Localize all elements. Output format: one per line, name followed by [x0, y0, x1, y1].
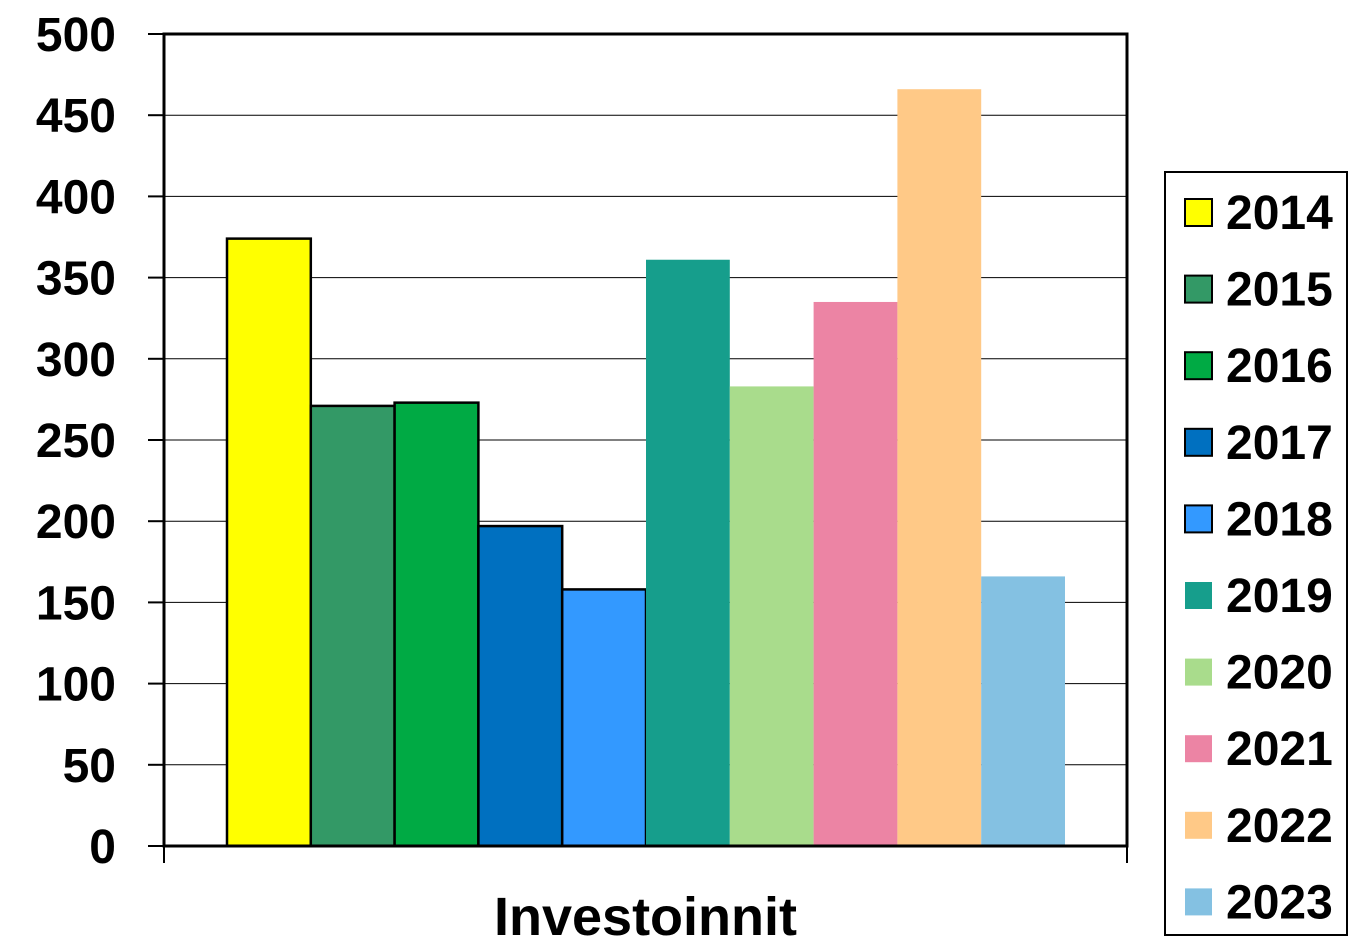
y-tick-label: 250: [36, 415, 116, 468]
bar-2017: [477, 524, 564, 848]
y-tick-label: 0: [89, 821, 116, 874]
y-tick-label: 450: [36, 90, 116, 143]
legend-swatch: [1185, 888, 1212, 916]
legend-swatch: [1184, 351, 1213, 381]
legend-label: 2014: [1226, 187, 1333, 240]
bar-2016: [393, 401, 480, 848]
legend-item-2021: 2021: [1185, 723, 1333, 776]
bar-2019: [646, 259, 730, 847]
y-tick-label: 200: [36, 496, 116, 549]
y-tick-label: 350: [36, 253, 116, 306]
legend: 2014 2015 2016 2017 2018 2019 2020 2021 2022 2023: [1164, 171, 1348, 936]
x-category-label: Investoinnit: [494, 887, 797, 940]
plot-area-frame: [162, 32, 1129, 848]
legend-swatch: [1185, 658, 1212, 686]
y-tick-label: 400: [36, 171, 116, 224]
bars: [225, 89, 1065, 848]
legend-item-2020: 2020: [1185, 647, 1333, 700]
legend-item-2014: 2014: [1184, 187, 1333, 240]
legend-item-2023: 2023: [1185, 876, 1333, 929]
y-tick-label: 150: [36, 577, 116, 630]
legend-item-2015: 2015: [1184, 264, 1333, 317]
legend-label: 2015: [1226, 264, 1333, 317]
legend-item-2017: 2017: [1184, 417, 1333, 470]
legend-label: 2019: [1226, 570, 1333, 623]
bar-2022: [897, 89, 982, 846]
y-tick-label: 50: [63, 740, 116, 793]
legend-swatch: [1184, 504, 1213, 534]
legend-item-2018: 2018: [1184, 493, 1333, 546]
bar-2023: [981, 576, 1065, 846]
legend-item-2019: 2019: [1185, 570, 1333, 623]
x-axis: Investoinnit: [163, 846, 1128, 940]
legend-swatch: [1185, 582, 1212, 609]
legend-label: 2018: [1226, 493, 1333, 546]
bar-2018: [560, 588, 648, 848]
y-axis: 0 50 100 150 200 250 300 350 400 450 500: [36, 9, 164, 874]
legend-swatch: [1184, 198, 1213, 227]
y-tick-label: 500: [36, 9, 116, 62]
legend-item-2016: 2016: [1184, 340, 1333, 393]
legend-label: 2016: [1226, 340, 1333, 393]
legend-label: 2021: [1226, 723, 1333, 776]
bar-2020: [729, 386, 814, 846]
legend-label: 2017: [1226, 417, 1333, 470]
legend-item-2022: 2022: [1185, 800, 1333, 853]
legend-label: 2020: [1226, 647, 1333, 700]
legend-label: 2022: [1226, 800, 1333, 853]
legend-swatch: [1184, 274, 1213, 304]
legend-label: 2023: [1226, 876, 1333, 929]
bar-2021: [813, 301, 898, 847]
bar-2015: [309, 404, 396, 848]
legend-swatch: [1185, 811, 1212, 839]
legend-swatch: [1184, 427, 1213, 457]
y-tick-label: 300: [36, 334, 116, 387]
y-tick-label: 100: [36, 659, 116, 712]
legend-swatch: [1185, 735, 1212, 763]
bar-2014: [225, 237, 313, 848]
